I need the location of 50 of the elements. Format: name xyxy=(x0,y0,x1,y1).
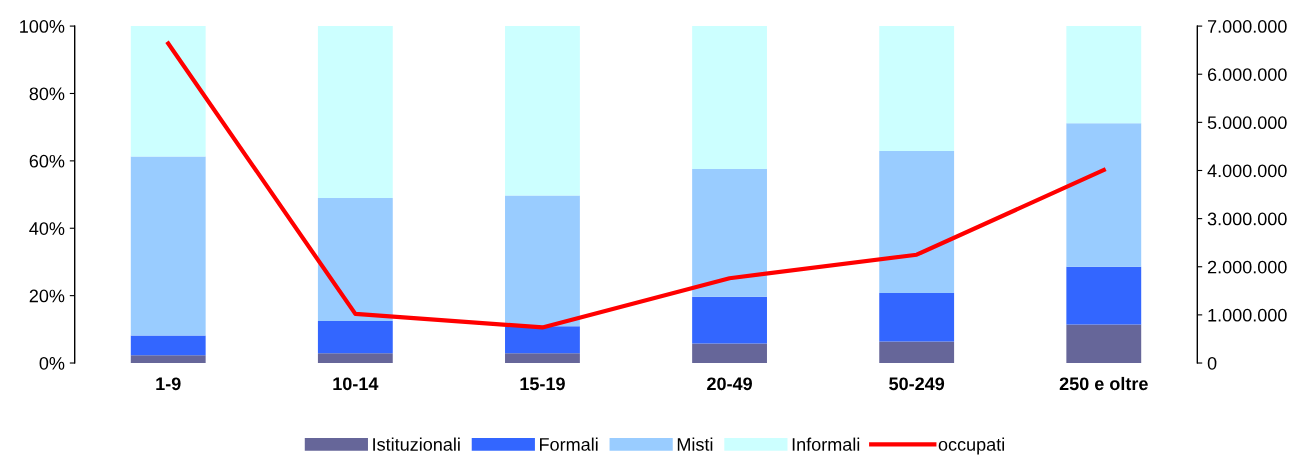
bar xyxy=(505,195,580,327)
bar xyxy=(130,156,206,336)
bar xyxy=(1066,123,1142,267)
legend-label: Istituzionali xyxy=(373,437,460,451)
x-tick-label: 15-19 xyxy=(520,377,565,391)
y-tick-label: 80% xyxy=(29,87,65,101)
bar xyxy=(879,292,955,342)
bar xyxy=(879,151,955,293)
bar xyxy=(130,335,206,356)
bar xyxy=(130,26,206,157)
legend-label: Misti xyxy=(677,437,713,451)
y-tick-label: 20% xyxy=(29,289,65,303)
y2-tick-label: 5.000.000 xyxy=(1207,116,1287,130)
bar xyxy=(505,353,580,364)
y2-tick-label: 7.000.000 xyxy=(1207,20,1287,33)
bar xyxy=(505,326,580,354)
bar xyxy=(879,26,955,152)
line-series xyxy=(166,41,1106,330)
bar xyxy=(1066,266,1142,325)
bar xyxy=(692,343,767,364)
bar xyxy=(317,320,393,354)
x-tick-label: 10-14 xyxy=(333,377,379,391)
x-tick-label: 250 e oltre xyxy=(1059,376,1148,391)
y-tick-label: 40% xyxy=(29,222,65,235)
y2-tick-label: 2.000.000 xyxy=(1207,260,1287,274)
y2-tick-label: 0 xyxy=(1207,356,1217,370)
bar xyxy=(1066,26,1142,124)
y2-tick-label: 4.000.000 xyxy=(1207,164,1287,178)
bar xyxy=(1066,324,1142,364)
bar xyxy=(692,168,767,297)
bar xyxy=(317,197,393,321)
legend-label: Formali xyxy=(540,437,598,451)
y2-tick-label: 6.000.000 xyxy=(1207,68,1287,81)
y-tick-label: 60% xyxy=(29,154,65,168)
y2-tick-label: 3.000.000 xyxy=(1207,212,1287,226)
bar xyxy=(692,26,767,169)
bar xyxy=(317,26,393,198)
bar xyxy=(505,26,580,196)
y-tick-label: 0% xyxy=(39,356,65,370)
y-tick-label: 100% xyxy=(20,20,65,33)
x-tick-label: 50-249 xyxy=(889,377,945,391)
legend-label: occupati xyxy=(938,437,1005,455)
x-tick-label: 1-9 xyxy=(156,377,181,391)
bar xyxy=(317,353,393,364)
legend-label: Informali xyxy=(792,437,860,451)
bar xyxy=(692,296,767,344)
y2-tick-label: 1.000.000 xyxy=(1208,308,1287,322)
bar xyxy=(879,341,955,364)
x-tick-label: 20-49 xyxy=(707,377,752,391)
bar xyxy=(130,355,206,364)
